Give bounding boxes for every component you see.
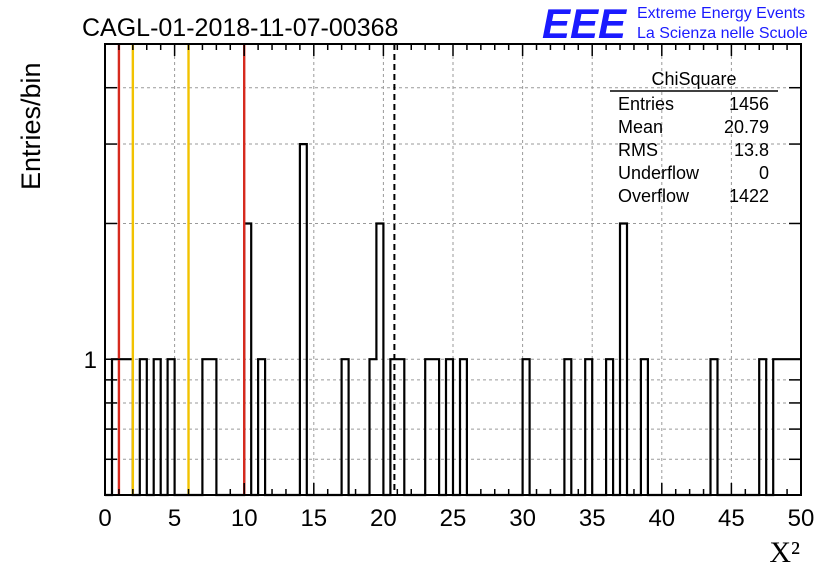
axis-ticks: 0 5 10 15 20 25 30 35 40 45 50 1 [84, 44, 815, 532]
stats-rows: Entries 1456 Mean 20.79 RMS 13.8 Underflow 0 Ove… [618, 94, 769, 206]
stats-label: Overflow [618, 186, 690, 206]
x-tick-label: 15 [300, 505, 327, 532]
stats-value: 20.79 [724, 117, 769, 137]
eee-logo: EEE Extreme Energy Events La Scienza nel… [542, 0, 808, 47]
stats-value: 13.8 [734, 140, 769, 160]
logo-line-2: La Scienza nelle Scuole [637, 25, 808, 42]
y-axis-label: Entries/bin [16, 62, 46, 190]
x-tick-label: 25 [440, 505, 467, 532]
stats-box: ChiSquare Entries 1456 Mean 20.79 RMS 13.8 Und… [610, 69, 778, 206]
stats-title: ChiSquare [651, 69, 736, 89]
x-tick-label: 20 [370, 505, 397, 532]
x-tick-label: 50 [788, 505, 815, 532]
x-tick-label: 5 [168, 505, 181, 532]
x-tick-label: 30 [509, 505, 536, 532]
stats-label: Entries [618, 94, 674, 114]
stats-value: 1422 [729, 186, 769, 206]
chart-title: CAGL-01-2018-11-07-00368 [82, 14, 398, 42]
x-tick-label: 35 [579, 505, 606, 532]
reference-lines [117, 44, 396, 495]
x-tick-label: 40 [648, 505, 675, 532]
x-axis-label: X² [769, 536, 800, 569]
logo-line-1: Extreme Energy Events [637, 5, 805, 22]
stats-label: Mean [618, 117, 663, 137]
x-tick-label: 45 [718, 505, 745, 532]
y-tick-label: 1 [84, 347, 97, 374]
x-tick-label: 10 [231, 505, 258, 532]
eee-logo-mark: EEE [542, 0, 628, 47]
stats-value: 0 [759, 163, 769, 183]
stats-label: Underflow [618, 163, 700, 183]
stats-label: RMS [618, 140, 658, 160]
x-tick-label: 0 [98, 505, 111, 532]
stats-value: 1456 [729, 94, 769, 114]
